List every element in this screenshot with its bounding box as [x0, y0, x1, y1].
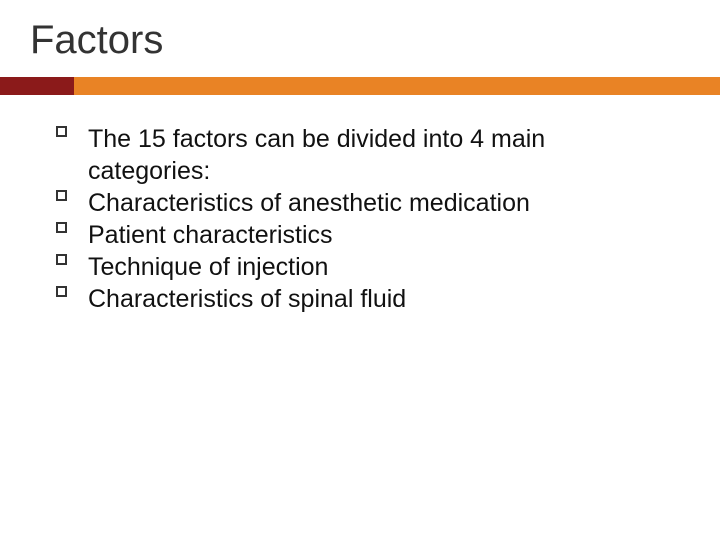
list-item-text: Characteristics of anesthetic medication	[88, 189, 530, 217]
square-bullet-icon	[56, 190, 67, 201]
square-bullet-icon	[56, 222, 67, 233]
bullet-list: The 15 factors can be divided into 4 mai…	[56, 123, 670, 315]
list-item-text: Technique of injection	[88, 253, 328, 281]
list-item-text: Patient characteristics	[88, 221, 333, 249]
divider-bar-accent	[0, 77, 74, 95]
slide: Factors The 15 factors can be divided in…	[0, 0, 720, 540]
square-bullet-icon	[56, 254, 67, 265]
list-item: Patient characteristics	[56, 219, 670, 251]
square-bullet-icon	[56, 286, 67, 297]
square-bullet-icon	[56, 126, 67, 137]
list-item-text: Characteristics of spinal fluid	[88, 285, 406, 313]
divider-bar-main	[74, 77, 720, 95]
list-item-text: The 15 factors can be divided into 4 mai…	[88, 125, 545, 185]
list-item: Technique of injection	[56, 251, 670, 283]
divider-bar	[0, 77, 720, 95]
content-area: The 15 factors can be divided into 4 mai…	[0, 95, 720, 315]
list-item: The 15 factors can be divided into 4 mai…	[56, 123, 670, 187]
list-item: Characteristics of anesthetic medication	[56, 187, 670, 219]
slide-title: Factors	[0, 0, 720, 77]
list-item: Characteristics of spinal fluid	[56, 283, 670, 315]
